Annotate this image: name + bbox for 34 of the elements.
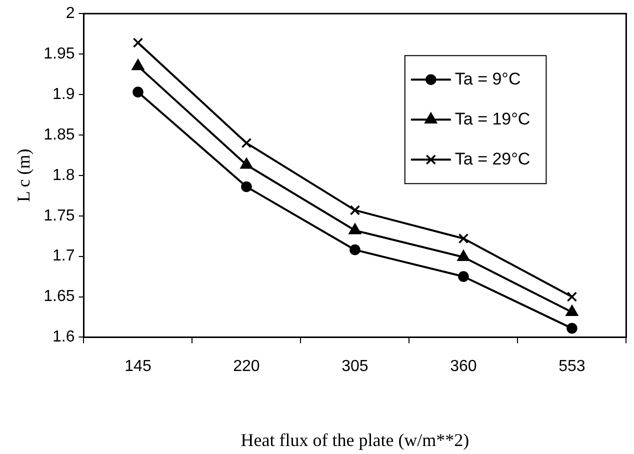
point <box>132 38 144 48</box>
y-tick-label: 1.65 <box>44 288 75 306</box>
point <box>132 59 144 70</box>
point <box>457 250 470 262</box>
point <box>348 224 362 234</box>
point <box>240 158 253 169</box>
x-axis-title: Heat flux of the plate (w/m**2) <box>240 430 470 450</box>
x-tick-label: 360 <box>450 358 477 376</box>
y-tick-label: 1.6 <box>52 328 75 346</box>
point <box>350 205 360 216</box>
y-tick-label: 1.85 <box>44 126 75 144</box>
x-tick-label: 553 <box>558 358 586 376</box>
y-tick-label: 1.95 <box>44 45 75 62</box>
y-axis-title: L c (m) <box>14 148 34 202</box>
point <box>241 138 252 148</box>
legend-label: Ta = 19°C <box>454 109 530 128</box>
x-tick-label: 145 <box>124 358 152 376</box>
point <box>566 305 578 316</box>
y-tick-label: 2 <box>66 5 75 22</box>
y-tick-label: 1.7 <box>52 248 75 265</box>
y-tick-label: 1.75 <box>44 207 75 224</box>
point <box>566 292 578 302</box>
point <box>350 244 360 256</box>
x-tick-label: 220 <box>233 358 260 376</box>
point <box>458 233 469 244</box>
point <box>132 86 144 98</box>
x-tick-label: 305 <box>342 358 368 376</box>
point <box>566 322 578 334</box>
point <box>241 181 252 192</box>
legend-label: Ta = 9°C <box>454 69 521 88</box>
legend-label: Ta = 29°C <box>454 149 530 168</box>
point <box>458 271 469 282</box>
y-tick-label: 1.8 <box>52 166 75 184</box>
y-tick-label: 1.9 <box>52 86 75 103</box>
